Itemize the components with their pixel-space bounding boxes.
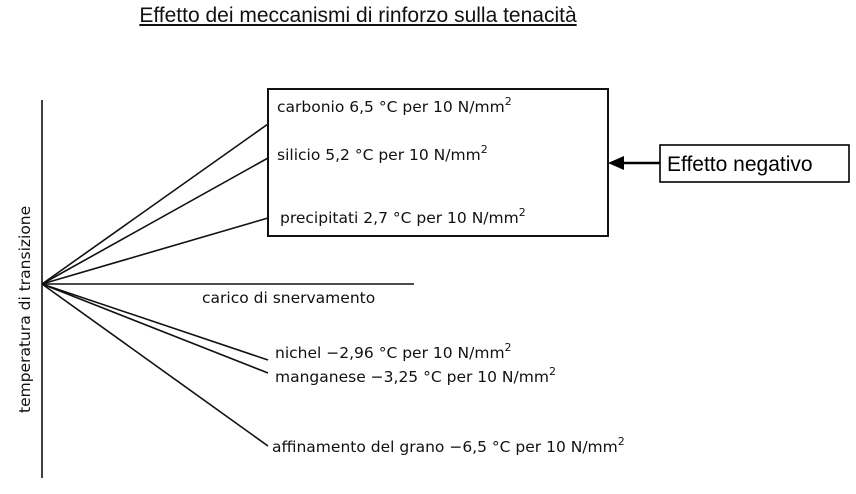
positive-effects-box — [267, 88, 609, 237]
label-carbonio: carbonio 6,5 °C per 10 N/mm2 — [277, 95, 512, 116]
callout-label: Effetto negativo — [667, 153, 813, 176]
line-manganese — [41, 283, 269, 374]
line-affinamento — [41, 283, 269, 447]
y-axis-label: temperatura di transizione — [16, 206, 34, 413]
label-manganese: manganese −3,25 °C per 10 N/mm2 — [275, 365, 556, 386]
line-carbonio — [41, 123, 269, 285]
diagram-title: Effetto dei meccanismi di rinforzo sulla… — [139, 4, 577, 27]
line-nichel — [41, 283, 269, 361]
label-precipitati: precipitati 2,7 °C per 10 N/mm2 — [280, 206, 526, 227]
label-silicio: silicio 5,2 °C per 10 N/mm2 — [277, 143, 488, 164]
baseline-label: carico di snervamento — [202, 289, 375, 307]
label-affinamento: affinamento del grano −6,5 °C per 10 N/m… — [272, 435, 625, 456]
line-silicio — [41, 157, 269, 285]
callout-box — [659, 144, 850, 183]
callout-arrow-head-icon — [608, 156, 624, 170]
line-precipitati — [41, 217, 269, 285]
label-nichel: nichel −2,96 °C per 10 N/mm2 — [275, 341, 512, 362]
